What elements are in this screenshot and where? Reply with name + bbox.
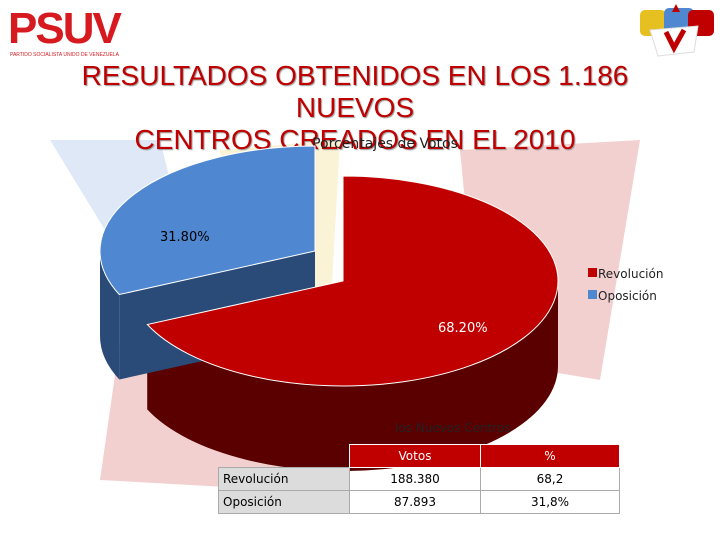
table-row: Revolución 188.380 68,2 — [218, 467, 620, 491]
chart-title: Porcentajes de Votos — [312, 136, 458, 152]
psuv-logo: PSUV PARTIDO SOCIALISTA UNIDO DE VENEZUE… — [8, 6, 148, 62]
header-corner — [219, 445, 350, 468]
data-label-oposicion: 31.80% — [160, 230, 210, 245]
legend-swatch-revolucion — [588, 268, 597, 277]
title-line-1: RESULTADOS OBTENIDOS EN LOS 1.186 NUEVOS — [81, 60, 629, 123]
table-header-row: Votos % — [219, 444, 620, 468]
chart-legend: Revolución Oposición — [588, 267, 663, 303]
data-label-revolucion: 68.20% — [438, 321, 488, 336]
legend-label-oposicion: Oposición — [598, 289, 657, 303]
row-label: Oposición — [218, 490, 350, 514]
legend-swatch-oposicion — [588, 290, 597, 299]
pie-group — [99, 145, 559, 471]
table-caption: los Nuevos Centros — [395, 421, 511, 435]
row-percent: 68,2 — [480, 467, 620, 491]
header-percent: % — [480, 444, 620, 468]
pie-slice-oposicin — [99, 145, 316, 296]
pie-side-oposicin-wall — [100, 251, 120, 380]
brand-badge-icon — [640, 4, 714, 57]
row-label: Revolución — [218, 467, 350, 491]
legend-label-revolucion: Revolución — [598, 267, 663, 281]
logo-wordmark: PSUV — [8, 4, 122, 53]
title-line-2: CENTROS CREADOS EN EL 2010 — [134, 124, 576, 155]
row-votos: 87.893 — [349, 490, 481, 514]
pie-slice-revolucin — [146, 175, 559, 387]
row-votos: 188.380 — [349, 467, 481, 491]
row-percent: 31,8% — [480, 490, 620, 514]
header-votos: Votos — [349, 444, 481, 468]
results-table: Votos % Revolución 188.380 68,2 Oposició… — [218, 444, 620, 514]
pie-side-revolucin-wall — [147, 281, 558, 471]
table-row: Oposición 87.893 31,8% — [218, 490, 620, 514]
logo-subtitle: PARTIDO SOCIALISTA UNIDO DE VENEZUELA — [10, 52, 119, 58]
slide-title: RESULTADOS OBTENIDOS EN LOS 1.186 NUEVOS… — [60, 60, 650, 156]
